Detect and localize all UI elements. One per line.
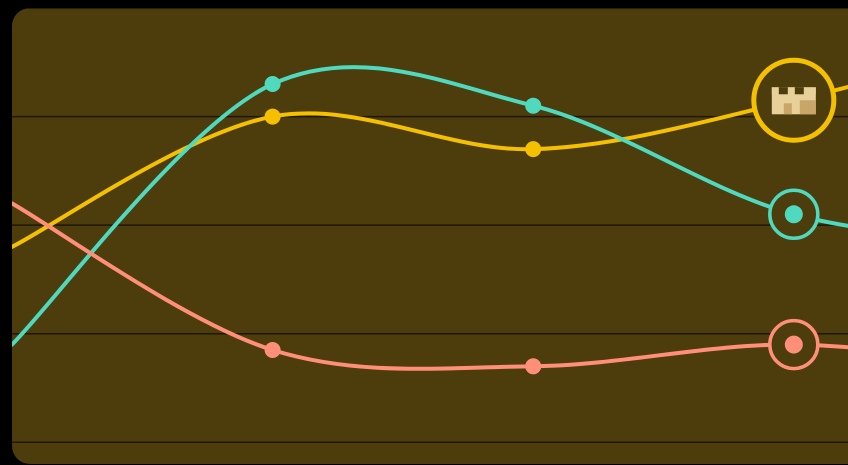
data-point-1-2 — [525, 97, 542, 114]
chart-panel — [12, 8, 848, 464]
castle-icon-part-6 — [799, 100, 816, 115]
castle-icon-part-3 — [803, 87, 816, 95]
castle-icon-part-7 — [783, 103, 792, 115]
data-point-0-1 — [264, 108, 281, 125]
line-chart — [12, 8, 848, 444]
castle-icon — [771, 87, 816, 115]
data-points — [264, 57, 837, 375]
highlight-point-1 — [784, 205, 803, 224]
series-line-2 — [12, 201, 848, 371]
data-point-1-1 — [264, 76, 281, 92]
series-line-0 — [12, 84, 848, 249]
castle-icon-part-2 — [787, 87, 795, 95]
highlight-point-2 — [784, 335, 803, 354]
castle-icon-part-1 — [771, 87, 779, 95]
series-lines — [12, 65, 848, 371]
gridlines — [12, 8, 848, 444]
data-point-2-1 — [264, 342, 281, 358]
data-point-2-2 — [525, 358, 542, 375]
castle-icon-part-4 — [778, 87, 788, 95]
castle-icon-part-5 — [794, 87, 804, 95]
series-line-1 — [12, 65, 848, 347]
data-point-0-2 — [525, 141, 542, 158]
